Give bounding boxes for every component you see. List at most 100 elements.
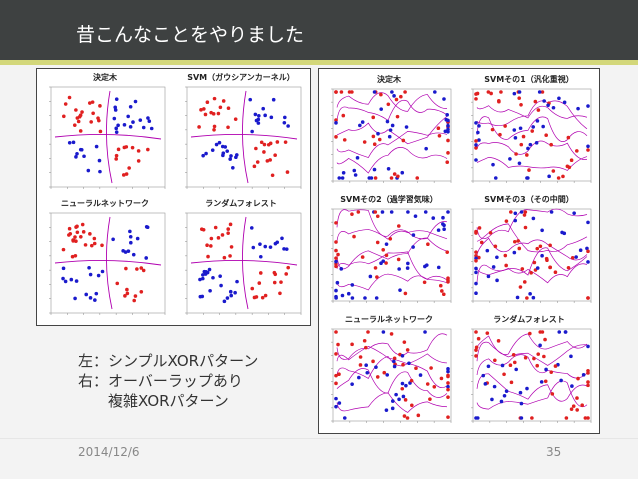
data-point [440, 289, 444, 293]
data-point [446, 415, 450, 419]
data-point [512, 250, 517, 255]
decision-boundary [242, 216, 249, 310]
data-point [442, 97, 446, 101]
data-point [262, 142, 267, 147]
decision-boundary [336, 229, 448, 242]
data-point [337, 401, 342, 405]
decision-boundary [106, 216, 113, 310]
caption-line-1: 左：シンプルXORパターン [78, 352, 259, 370]
data-point [212, 124, 217, 129]
data-point [204, 151, 208, 156]
data-point [390, 406, 395, 411]
data-point [341, 113, 346, 118]
data-point [334, 118, 338, 122]
data-point [84, 292, 89, 297]
data-point [474, 97, 478, 101]
data-point [91, 111, 95, 116]
data-point [358, 355, 363, 359]
data-point [556, 176, 561, 180]
data-point [547, 174, 551, 179]
data-point [97, 118, 101, 123]
data-point [375, 275, 379, 279]
data-point [522, 280, 527, 284]
data-point [551, 105, 556, 110]
data-point [411, 245, 415, 249]
data-point [252, 164, 257, 169]
data-point [496, 339, 501, 343]
data-point [350, 212, 354, 216]
data-point [551, 169, 556, 173]
data-point [93, 298, 97, 302]
data-point [280, 236, 284, 241]
data-point [204, 270, 208, 274]
data-point [441, 292, 446, 297]
data-point [445, 160, 450, 164]
data-point [334, 259, 338, 264]
data-point [127, 166, 131, 170]
data-point [476, 336, 481, 341]
scatter-plot-5: 決定木 [323, 75, 455, 191]
data-point [116, 123, 120, 128]
data-point [537, 90, 542, 94]
data-point [446, 384, 450, 389]
data-point [474, 330, 478, 334]
data-point [366, 330, 370, 334]
data-point [97, 158, 102, 163]
data-point [368, 274, 373, 279]
data-point [563, 330, 568, 334]
data-point [388, 128, 393, 132]
data-point [446, 395, 450, 399]
data-point [550, 392, 555, 396]
data-point [521, 134, 526, 139]
data-point [474, 253, 478, 258]
data-point [335, 280, 340, 285]
data-point [98, 129, 103, 134]
data-point [111, 237, 115, 242]
data-point [475, 416, 480, 420]
data-point [405, 266, 410, 270]
data-point [569, 354, 573, 359]
caption-line-3: 複雑XORパターン [78, 392, 229, 410]
scatter-plot-8: SVMその3（その中間） [463, 195, 595, 311]
data-point [139, 266, 144, 270]
data-point [527, 168, 531, 172]
data-point [350, 283, 355, 287]
data-point [221, 99, 226, 103]
data-point [508, 363, 513, 368]
data-point [508, 157, 512, 161]
data-point [403, 291, 408, 296]
data-point [373, 176, 378, 180]
data-point [512, 360, 517, 365]
data-point [388, 237, 393, 241]
data-point [96, 273, 101, 278]
data-point [474, 270, 478, 275]
data-point [198, 277, 202, 282]
decision-boundary [336, 147, 448, 174]
data-point [70, 254, 75, 259]
plot-canvas [331, 88, 452, 183]
data-point [61, 276, 65, 281]
data-point [358, 123, 362, 128]
data-point [248, 97, 253, 102]
decision-boundary [476, 100, 588, 130]
data-point [334, 248, 338, 253]
data-point [389, 176, 394, 180]
caption-line-2: 右：オーバーラップあり [78, 372, 243, 390]
decision-boundary [336, 345, 448, 365]
data-point [394, 392, 398, 397]
data-point [538, 343, 542, 348]
data-point [72, 238, 76, 243]
data-point [205, 243, 209, 248]
data-point [542, 354, 546, 359]
data-point [566, 265, 571, 270]
data-point [229, 293, 234, 298]
data-point [256, 121, 261, 125]
data-point [486, 274, 491, 279]
data-point [374, 296, 379, 300]
data-point [441, 222, 445, 226]
data-point [384, 408, 389, 412]
data-point [553, 270, 558, 274]
data-point [390, 90, 394, 94]
data-point [536, 352, 541, 356]
